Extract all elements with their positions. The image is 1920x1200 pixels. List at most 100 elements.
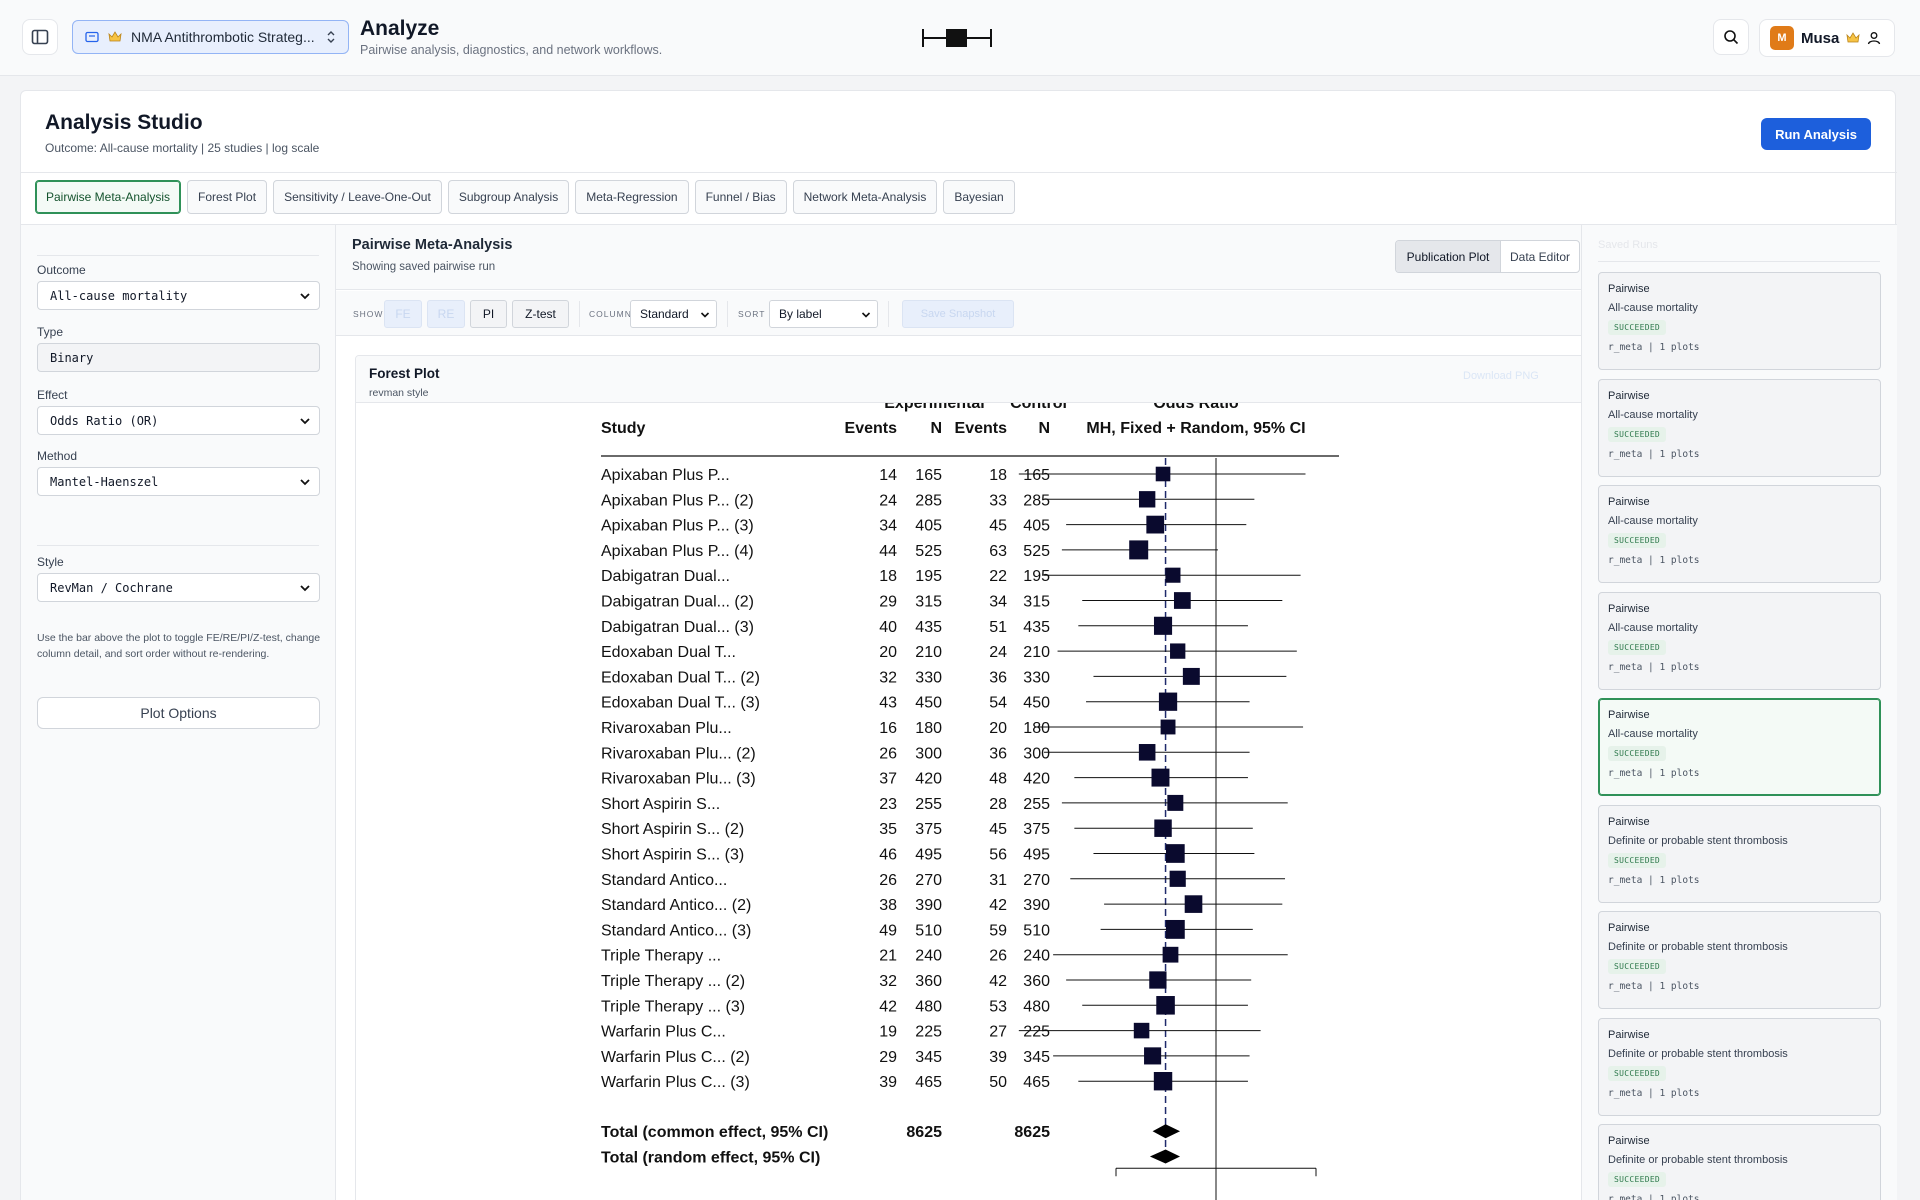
control-events: 54 bbox=[989, 695, 1007, 712]
run-meta: r_meta | 1 plots bbox=[1608, 981, 1700, 992]
fe-toggle[interactable]: FE bbox=[384, 300, 422, 328]
control-n: 435 bbox=[1023, 619, 1050, 636]
experimental-events: 26 bbox=[879, 872, 897, 889]
tab-meta-regression[interactable]: Meta-Regression bbox=[575, 180, 689, 214]
chevron-down-icon bbox=[300, 418, 310, 425]
study-label: Standard Antico... (3) bbox=[601, 922, 751, 939]
user-menu-button[interactable]: M Musa bbox=[1759, 19, 1895, 57]
data-editor-button[interactable]: Data Editor bbox=[1509, 249, 1571, 264]
experimental-n: 210 bbox=[915, 644, 942, 661]
search-button[interactable] bbox=[1713, 19, 1749, 55]
tab-funnel-bias[interactable]: Funnel / Bias bbox=[694, 180, 787, 214]
style-label: Style bbox=[37, 555, 64, 569]
tab-pairwise-meta-analysis[interactable]: Pairwise Meta-Analysis bbox=[35, 180, 182, 214]
study-effect-square bbox=[1158, 692, 1178, 711]
tab-sensitivity[interactable]: Sensitivity / Leave-One-Out bbox=[273, 180, 442, 214]
control-events: 53 bbox=[989, 998, 1007, 1015]
plot-options-button[interactable]: Plot Options bbox=[37, 697, 320, 729]
chevron-down-icon bbox=[300, 585, 310, 592]
control-events: 51 bbox=[989, 619, 1007, 636]
experimental-events: 23 bbox=[879, 796, 897, 813]
study-label: Dabigatran Dual... (3) bbox=[601, 619, 754, 636]
run-card[interactable]: Pairwise All-cause mortality SUCCEEDED r_me… bbox=[1598, 591, 1881, 690]
saved-runs-panel: Saved Runs Pairwise All-cause mortality SU… bbox=[1581, 225, 1897, 1200]
run-card[interactable]: Pairwise Definite or probable stent throm… bbox=[1598, 1017, 1881, 1116]
study-label: Edoxaban Dual T... (2) bbox=[601, 669, 760, 686]
control-events: 36 bbox=[989, 745, 1007, 762]
sort-select[interactable]: By label bbox=[769, 300, 878, 328]
run-kind: Pairwise bbox=[1608, 1028, 1650, 1041]
study-effect-square bbox=[1182, 667, 1200, 685]
study-effect-square bbox=[1173, 592, 1191, 609]
experimental-n: 345 bbox=[915, 1049, 942, 1066]
run-kind: Pairwise bbox=[1608, 922, 1650, 934]
run-analysis-button[interactable]: Run Analysis bbox=[1761, 118, 1871, 150]
center-subtitle: Showing saved pairwise run bbox=[352, 261, 496, 273]
z-test-toggle[interactable]: Z-test bbox=[512, 300, 569, 328]
run-card[interactable]: Pairwise All-cause mortality SUCCEEDED r_me… bbox=[1598, 272, 1881, 370]
run-outcome: All-cause mortality bbox=[1608, 728, 1698, 740]
style-select[interactable]: RevMan / Cochrane bbox=[37, 573, 320, 602]
run-kind: Pairwise bbox=[1608, 1135, 1650, 1147]
publication-plot-button[interactable]: Publication Plot bbox=[1396, 241, 1501, 272]
experimental-events: 26 bbox=[879, 745, 897, 762]
status-badge: SUCCEEDED bbox=[1608, 746, 1667, 761]
study-effect-square bbox=[1165, 844, 1185, 863]
toolbar-separator bbox=[727, 301, 728, 327]
save-snapshot-button[interactable]: Save Snapshot bbox=[902, 300, 1014, 328]
run-card[interactable]: Pairwise All-cause mortality SUCCEEDED r_me… bbox=[1598, 698, 1881, 796]
effect-select[interactable]: Odds Ratio (OR) bbox=[37, 406, 320, 435]
status-badge: SUCCEEDED bbox=[1608, 639, 1667, 655]
total-control-n: 8625 bbox=[1014, 1124, 1050, 1141]
study-label: Warfarin Plus C... (3) bbox=[601, 1074, 750, 1091]
experimental-events: 20 bbox=[879, 644, 897, 661]
settings-panel: Outcome All-cause mortality Type Binary … bbox=[21, 225, 336, 1200]
pi-toggle[interactable]: PI bbox=[470, 300, 507, 328]
control-n: 180 bbox=[1023, 720, 1050, 737]
control-n: 465 bbox=[1023, 1074, 1050, 1091]
sidebar-toggle-button[interactable] bbox=[22, 19, 58, 55]
experimental-n: 420 bbox=[915, 771, 942, 788]
pooled-effect-diamond bbox=[1152, 1124, 1181, 1139]
experimental-n: 495 bbox=[915, 847, 942, 864]
project-picker[interactable]: NMA Antithrombotic Strateg... bbox=[72, 20, 349, 54]
run-meta: r_meta | 1 plots bbox=[1608, 342, 1700, 353]
run-card[interactable]: Pairwise Definite or probable stent throm… bbox=[1598, 804, 1881, 903]
control-events: 34 bbox=[989, 594, 1007, 611]
type-label: Type bbox=[37, 325, 64, 339]
download-png-link[interactable]: Download PNG bbox=[1463, 370, 1539, 382]
section-divider bbox=[1598, 261, 1880, 262]
run-card[interactable]: Pairwise All-cause mortality SUCCEEDED r_me… bbox=[1598, 485, 1881, 583]
run-outcome: All-cause mortality bbox=[1608, 408, 1698, 421]
status-badge: SUCCEEDED bbox=[1608, 959, 1667, 974]
study-label: Edoxaban Dual T... bbox=[601, 644, 736, 661]
experimental-n: 360 bbox=[915, 973, 942, 990]
experimental-events: 19 bbox=[879, 1024, 897, 1041]
study-label: Warfarin Plus C... (2) bbox=[601, 1049, 750, 1066]
control-n: 330 bbox=[1023, 669, 1050, 686]
tab-forest-plot[interactable]: Forest Plot bbox=[187, 180, 268, 214]
forest-plot: Experimental Control Odds Ratio Study Events… bbox=[601, 403, 1339, 1200]
tab-subgroup-analysis[interactable]: Subgroup Analysis bbox=[447, 180, 570, 214]
method-select[interactable]: Mantel-Haenszel bbox=[37, 467, 320, 496]
re-toggle[interactable]: RE bbox=[427, 300, 465, 328]
study-effect-square bbox=[1165, 919, 1185, 939]
control-header: Control bbox=[1010, 403, 1067, 412]
experimental-n: 405 bbox=[915, 518, 942, 535]
outcome-select[interactable]: All-cause mortality bbox=[37, 281, 320, 310]
run-card[interactable]: Pairwise Definite or probable stent throm… bbox=[1598, 1124, 1881, 1200]
run-outcome: Definite or probable stent thrombosis bbox=[1608, 1047, 1788, 1060]
tab-bayesian[interactable]: Bayesian bbox=[943, 180, 1015, 214]
experimental-events: 38 bbox=[879, 897, 897, 914]
control-n: 240 bbox=[1023, 948, 1050, 965]
run-card[interactable]: Pairwise All-cause mortality SUCCEEDED r_me… bbox=[1598, 378, 1881, 477]
run-card[interactable]: Pairwise Definite or probable stent throm… bbox=[1598, 911, 1881, 1009]
n-header: N bbox=[1038, 420, 1050, 437]
experimental-events: 16 bbox=[879, 720, 897, 737]
tab-network-meta-analysis[interactable]: Network Meta-Analysis bbox=[792, 180, 938, 214]
method-value: Mantel-Haenszel bbox=[50, 474, 159, 489]
control-events: 33 bbox=[989, 492, 1007, 509]
experimental-n: 270 bbox=[915, 872, 942, 889]
study-effect-square bbox=[1138, 744, 1156, 761]
columns-select[interactable]: Standard bbox=[630, 300, 717, 328]
